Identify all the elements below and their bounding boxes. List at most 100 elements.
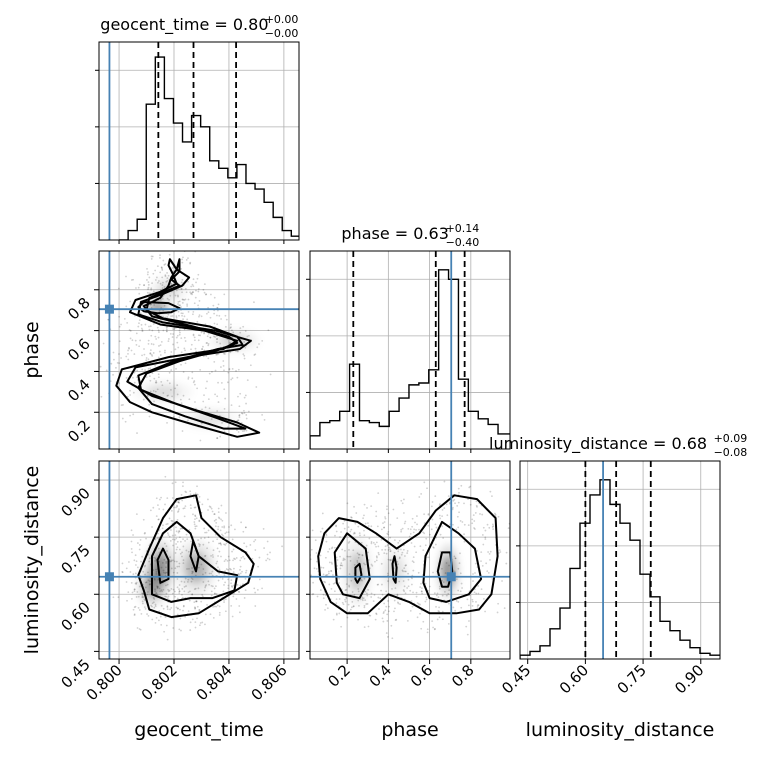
scatter-point <box>487 571 490 574</box>
scatter-point <box>152 343 155 346</box>
scatter-point <box>325 574 328 576</box>
scatter-point <box>334 582 336 584</box>
scatter-point <box>157 376 160 379</box>
scatter-point <box>215 353 218 356</box>
scatter-point <box>434 495 437 498</box>
scatter-point <box>222 534 224 537</box>
scatter-point <box>238 416 241 419</box>
scatter-point <box>161 527 164 530</box>
contour-line <box>137 494 255 619</box>
scatter-point <box>207 398 210 401</box>
scatter-point <box>175 543 177 545</box>
scatter-point <box>205 342 208 344</box>
scatter-point <box>180 493 183 496</box>
scatter-point <box>178 333 181 336</box>
scatter-point <box>207 536 210 539</box>
scatter-point <box>196 605 199 608</box>
scatter-point <box>183 590 186 593</box>
scatter-point <box>456 515 459 518</box>
scatter-point <box>353 531 356 534</box>
scatter-point <box>199 624 201 627</box>
scatter-point <box>194 621 197 624</box>
scatter-point <box>158 345 160 347</box>
scatter-point <box>141 330 144 333</box>
scatter-point <box>140 560 142 563</box>
scatter-point <box>188 398 191 401</box>
scatter-point <box>419 545 422 548</box>
scatter-point <box>224 581 227 584</box>
scatter-point <box>170 315 172 318</box>
scatter-point <box>168 589 171 592</box>
scatter-point <box>157 518 160 521</box>
scatter-point <box>241 430 244 432</box>
scatter-point <box>363 604 366 607</box>
scatter-point <box>130 529 133 532</box>
scatter-point <box>242 409 245 412</box>
density-blobs <box>342 537 460 606</box>
scatter-point <box>166 279 169 282</box>
scatter-point <box>206 312 208 315</box>
scatter-point <box>354 532 356 535</box>
scatter-point <box>179 304 182 307</box>
scatter-point <box>338 581 340 584</box>
scatter-point <box>184 505 187 508</box>
scatter-point <box>488 552 491 555</box>
scatter-point <box>424 582 427 585</box>
scatter-point <box>182 371 185 373</box>
scatter-point <box>233 567 235 570</box>
scatter-point <box>133 381 136 384</box>
scatter-point <box>441 515 444 518</box>
scatter-point <box>182 604 185 607</box>
scatter-point <box>349 608 352 611</box>
scatter-point <box>135 287 137 289</box>
scatter-point <box>220 555 222 558</box>
scatter-point <box>178 592 181 594</box>
scatter-point <box>222 360 225 362</box>
scatter-point <box>383 602 386 605</box>
scatter-point <box>383 610 385 613</box>
scatter-point <box>457 526 460 529</box>
scatter-point <box>200 331 203 334</box>
scatter-point <box>173 506 176 509</box>
scatter-point <box>324 608 326 611</box>
scatter-point <box>373 593 376 596</box>
scatter-point <box>231 538 234 541</box>
scatter-point <box>118 362 121 365</box>
scatter-point <box>190 285 193 288</box>
scatter-point <box>130 349 133 352</box>
scatter-point <box>199 334 202 337</box>
scatter-point <box>149 509 152 512</box>
scatter-point <box>460 606 463 609</box>
scatter-point <box>229 327 232 329</box>
scatter-point <box>138 544 141 546</box>
scatter-point <box>403 567 406 569</box>
scatter-point <box>228 559 231 562</box>
contour-line <box>391 555 398 584</box>
scatter-point <box>425 596 428 599</box>
scatter-point <box>130 540 133 543</box>
scatter-point <box>164 349 166 352</box>
scatter-point <box>148 328 151 331</box>
scatter-point <box>492 523 494 526</box>
scatter-point <box>242 353 245 356</box>
scatter-point <box>178 300 181 303</box>
scatter-point <box>143 532 146 535</box>
scatter-point <box>420 582 422 585</box>
scatter-point <box>410 600 413 602</box>
scatter-point <box>157 619 160 622</box>
scatter-point <box>226 559 229 562</box>
scatter-point <box>110 362 113 365</box>
scatter-point <box>224 544 227 546</box>
scatter-point <box>199 368 202 371</box>
scatter-point <box>203 332 205 335</box>
scatter-point <box>133 371 136 374</box>
scatter-point <box>177 300 180 303</box>
scatter-point <box>122 403 124 406</box>
scatter-point <box>102 342 105 345</box>
scatter-point <box>129 329 132 332</box>
scatter-point <box>473 520 476 522</box>
scatter-point <box>499 551 502 553</box>
scatter-point <box>219 542 222 545</box>
scatter-point <box>139 538 142 541</box>
scatter-point <box>420 590 423 593</box>
